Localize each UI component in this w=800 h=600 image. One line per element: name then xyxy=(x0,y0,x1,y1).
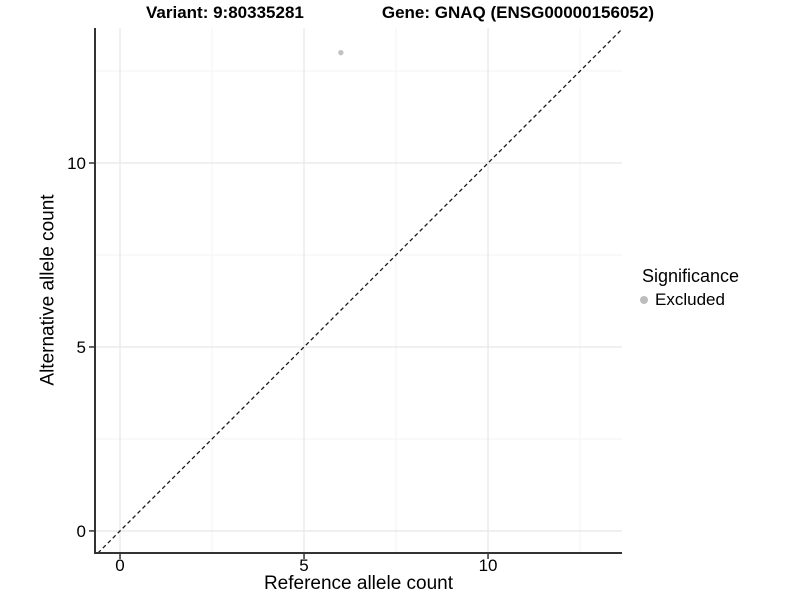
variant-title: Variant: 9:80335281 xyxy=(146,3,304,22)
x-tick-label: 10 xyxy=(479,556,498,575)
identity-line xyxy=(97,28,623,554)
y-tick-label: 0 xyxy=(77,522,86,541)
x-tick-label: 5 xyxy=(299,556,308,575)
gene-title: Gene: GNAQ (ENSG00000156052) xyxy=(381,3,654,22)
x-axis-title: Reference allele count xyxy=(263,573,454,594)
legend-entry: Excluded xyxy=(640,290,739,310)
legend-title: Significance xyxy=(642,266,740,286)
y-tick-label: 10 xyxy=(67,154,86,173)
legend-point-icon xyxy=(640,296,648,304)
y-tick-label: 5 xyxy=(77,338,86,357)
data-point xyxy=(338,49,344,56)
x-tick-label: 0 xyxy=(115,556,124,575)
plot-title: Variant: 9:80335281 Gene: GNAQ (ENSG0000… xyxy=(0,3,800,23)
y-axis-title: Alternative allele count xyxy=(37,194,59,386)
legend-entry-label: Excluded xyxy=(655,290,725,309)
legend: Significance Excluded xyxy=(640,266,739,310)
